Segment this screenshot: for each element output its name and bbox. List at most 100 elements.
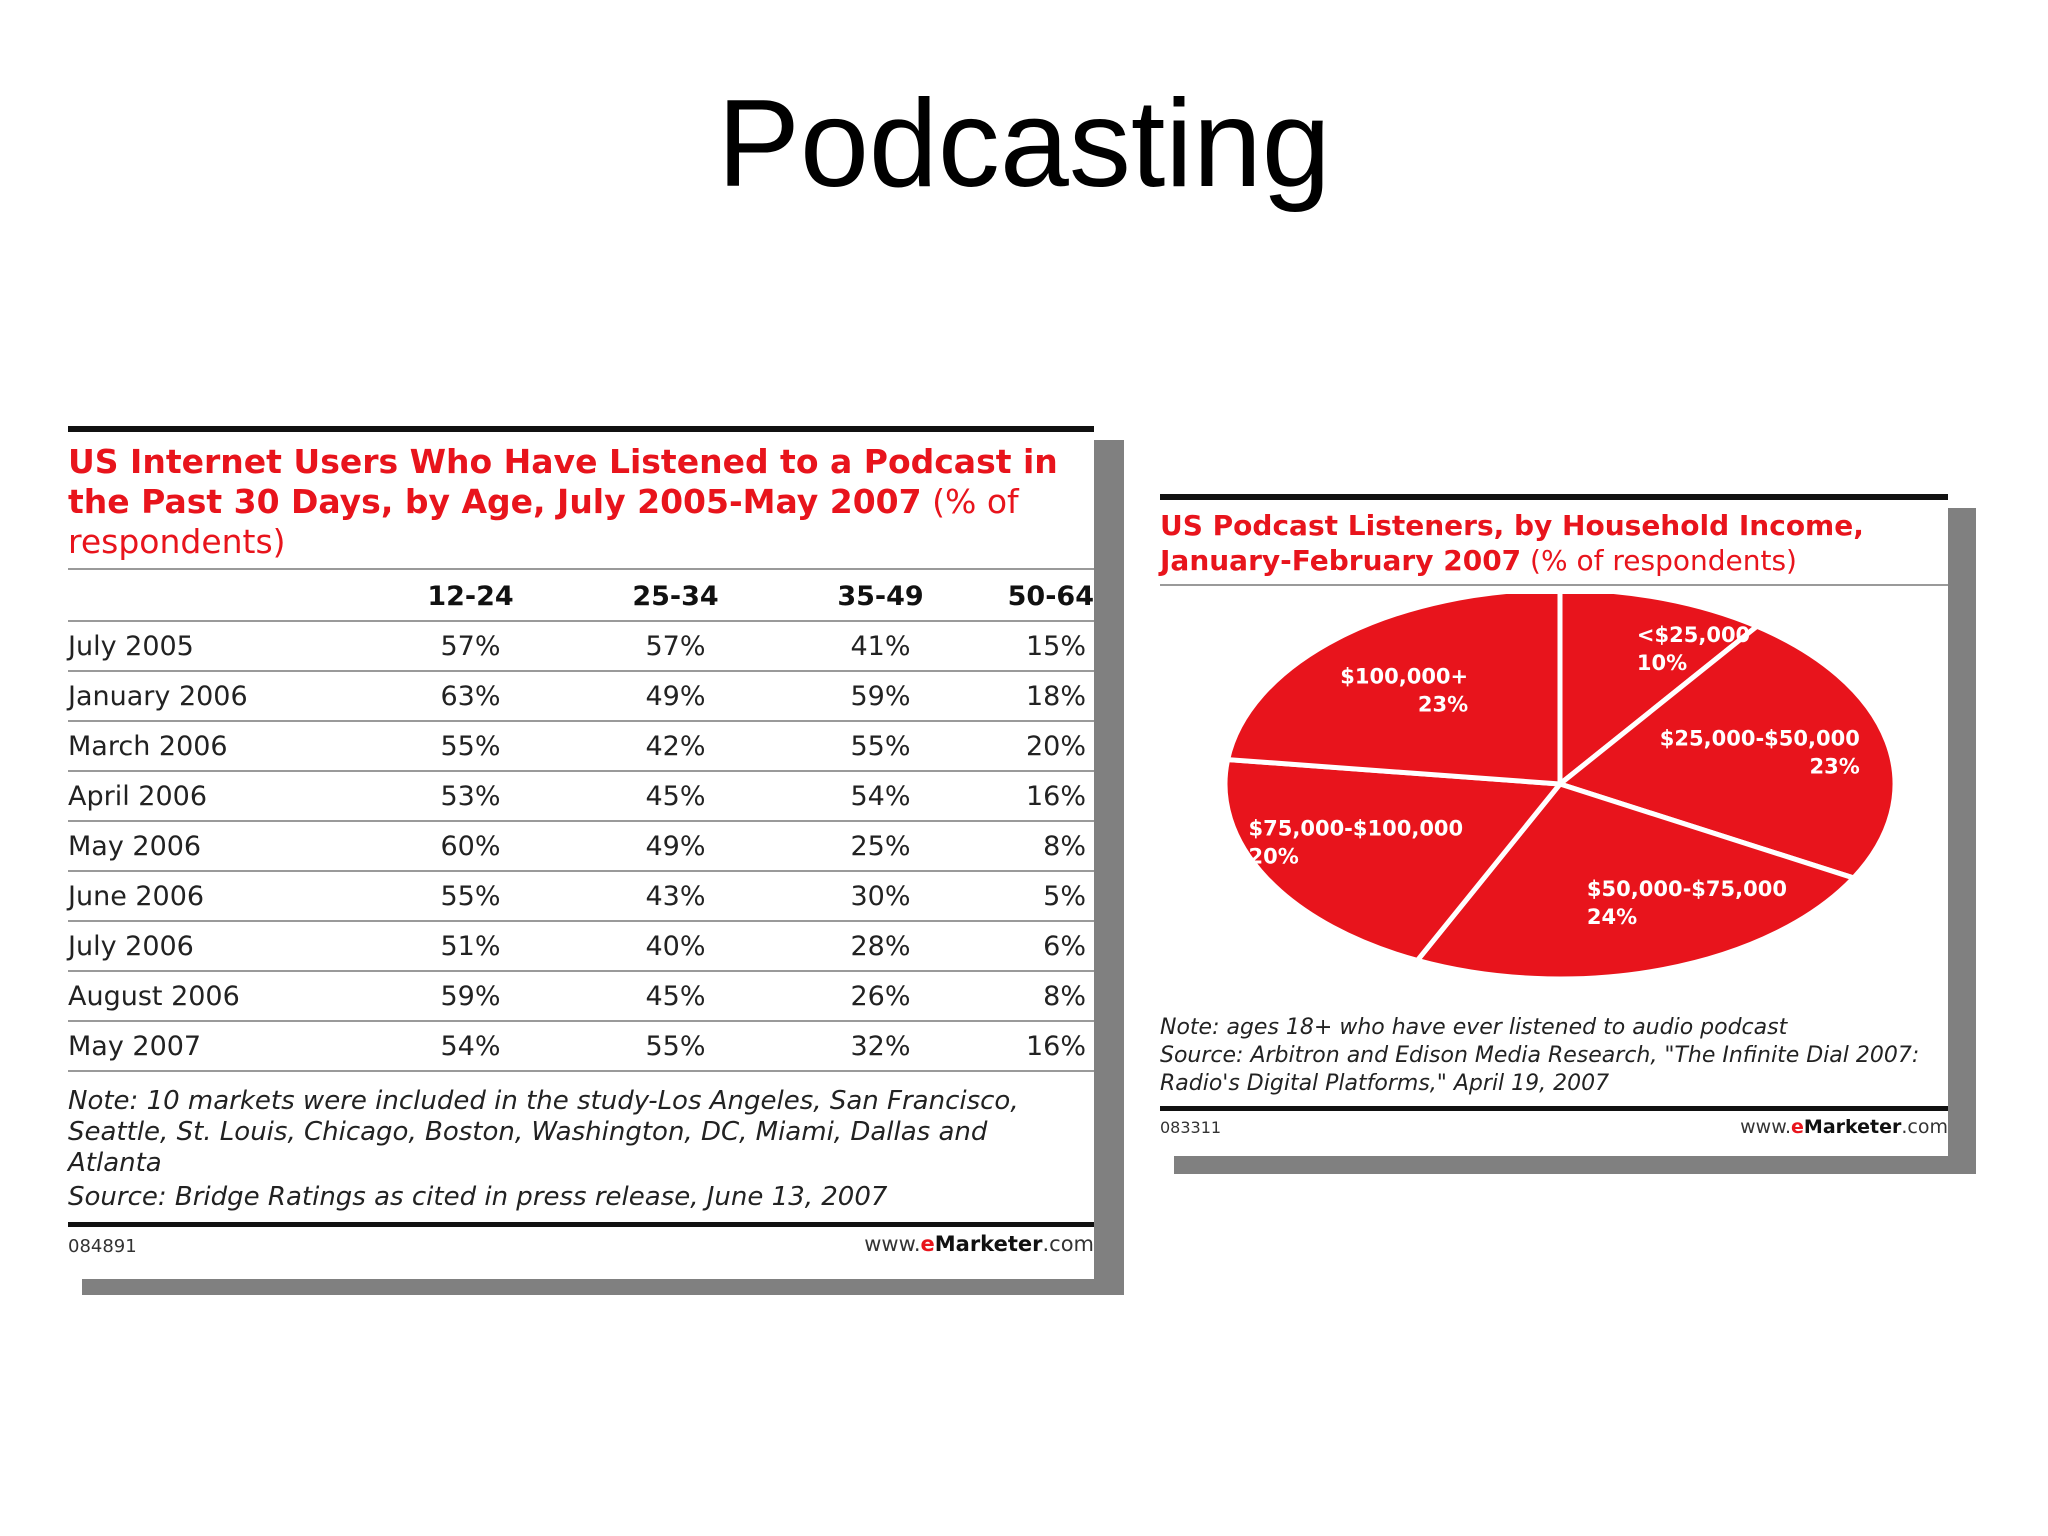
pie-slice <box>1413 781 1859 982</box>
table-row-label: April 2006 <box>68 771 368 822</box>
pie-source: Source: Arbitron and Edison Media Resear… <box>1160 1043 1920 1096</box>
table-row: July 2005 57% 57% 41% 15% <box>68 621 1094 672</box>
table-cell: 63% <box>368 671 573 722</box>
table-title-rule <box>68 568 1094 570</box>
pie-slice-label: $100,000+ <box>1340 665 1468 689</box>
pie-bottom-rule <box>1160 1106 1948 1111</box>
table-top-rule <box>68 426 1094 432</box>
pie-slice-value: 24% <box>1587 905 1637 929</box>
table-row: January 2006 63% 49% 59% 18% <box>68 671 1094 722</box>
table-row-label: July 2006 <box>68 921 368 972</box>
table-cell: 55% <box>778 721 983 772</box>
pie-slice-value: 23% <box>1810 755 1860 779</box>
table-cell: 49% <box>573 671 778 722</box>
table-cell: 54% <box>368 1021 573 1072</box>
table-cell: 59% <box>778 671 983 722</box>
table-cell: 59% <box>368 971 573 1022</box>
pie-slice-label: $25,000-$50,000 <box>1660 727 1860 751</box>
pie-slice-value: 20% <box>1249 845 1299 869</box>
income-pie-chart: <$25,000 10% $25,000-$50,000 23% $50,000-$75… <box>1222 594 1898 982</box>
table-row: August 2006 59% 45% 26% 8% <box>68 971 1094 1022</box>
table-cell: 5% <box>983 871 1094 922</box>
pie-brand-prefix: www. <box>1740 1116 1792 1138</box>
pie-brand-name: Marketer <box>1803 1116 1902 1138</box>
table-cell: 26% <box>778 971 983 1022</box>
slide-title: Podcasting <box>717 75 1331 213</box>
table-cell: 54% <box>778 771 983 822</box>
table-header-12-24: 12-24 <box>368 572 573 622</box>
pie-panel: US Podcast Listeners, by Household Incom… <box>1160 494 1948 1156</box>
table-cell: 6% <box>983 921 1094 972</box>
table-cell: 20% <box>983 721 1094 772</box>
table-cell: 51% <box>368 921 573 972</box>
table-cell: 8% <box>983 821 1094 872</box>
table-cell: 55% <box>368 721 573 772</box>
table-cell: 30% <box>778 871 983 922</box>
age-table-body: July 2005 57% 57% 41% 15% January 2006 63% 49% 5… <box>68 621 1094 1072</box>
pie-chart-title-main: US Podcast Listeners, by Household Incom… <box>1160 509 1864 577</box>
table-header-row: 12-24 25-34 35-49 50-64 <box>68 572 1094 622</box>
table-cell: 57% <box>368 621 573 672</box>
table-cell: 15% <box>983 621 1094 672</box>
table-cell: 8% <box>983 971 1094 1022</box>
table-brand-name: Marketer <box>934 1232 1043 1256</box>
pie-slice-value: 23% <box>1418 693 1468 717</box>
table-header-35-49: 35-49 <box>778 572 983 622</box>
pie-slice-label: <$25,000 <box>1637 623 1750 647</box>
table-brand-prefix: www. <box>864 1232 921 1256</box>
table-cell: 49% <box>573 821 778 872</box>
table-brand-e: e <box>920 1232 935 1256</box>
table-cell: 57% <box>573 621 778 672</box>
table-brand: www.eMarketer.com <box>864 1232 1094 1256</box>
table-header-25-34: 25-34 <box>573 572 778 622</box>
table-row: March 2006 55% 42% 55% 20% <box>68 721 1094 772</box>
table-cell: 32% <box>778 1021 983 1072</box>
table-brand-suffix: .com <box>1042 1232 1094 1256</box>
table-source: Source: Bridge Ratings as cited in press… <box>68 1182 888 1212</box>
table-panel: US Internet Users Who Have Listened to a… <box>68 426 1094 1279</box>
table-note: Note: 10 markets were included in the st… <box>68 1086 1019 1178</box>
pie-chart-title-suffix: (% of respondents) <box>1521 544 1797 577</box>
table-cell: 16% <box>983 1021 1094 1072</box>
table-row-label: July 2005 <box>68 621 368 672</box>
pie-top-rule <box>1160 494 1948 500</box>
table-cell: 55% <box>368 871 573 922</box>
table-row: May 2006 60% 49% 25% 8% <box>68 821 1094 872</box>
table-row-label: May 2006 <box>68 821 368 872</box>
table-cell: 42% <box>573 721 778 772</box>
pie-slice <box>1222 756 1565 964</box>
table-chart-title-main: US Internet Users Who Have Listened to a… <box>68 442 1058 521</box>
table-row-label: March 2006 <box>68 721 368 772</box>
pie-note: Note: ages 18+ who have ever listened to… <box>1160 1015 1788 1040</box>
pie-labels: <$25,000 10% $25,000-$50,000 23% $50,000-$75… <box>1249 623 1860 929</box>
table-cell: 53% <box>368 771 573 822</box>
table-cell: 25% <box>778 821 983 872</box>
table-row: June 2006 55% 43% 30% 5% <box>68 871 1094 922</box>
table-cell: 16% <box>983 771 1094 822</box>
table-row-label: January 2006 <box>68 671 368 722</box>
pie-chart-code: 083311 <box>1160 1118 1222 1137</box>
table-cell: 43% <box>573 871 778 922</box>
table-header-blank <box>68 572 368 622</box>
table-cell: 18% <box>983 671 1094 722</box>
table-row: April 2006 53% 45% 54% 16% <box>68 771 1094 822</box>
pie-title-rule <box>1160 584 1948 586</box>
table-cell: 55% <box>573 1021 778 1072</box>
table-cell: 28% <box>778 921 983 972</box>
table-cell: 40% <box>573 921 778 972</box>
table-bottom-rule <box>68 1222 1094 1227</box>
table-header-50-64: 50-64 <box>983 572 1094 622</box>
table-cell: 45% <box>573 771 778 822</box>
table-row-label: June 2006 <box>68 871 368 922</box>
table-chart-title-suffix: (% of respondents) <box>68 482 1019 561</box>
table-row: July 2006 51% 40% 28% 6% <box>68 921 1094 972</box>
pie-slices <box>1222 594 1898 982</box>
table-cell: 41% <box>778 621 983 672</box>
table-chart-code: 084891 <box>68 1236 137 1257</box>
pie-slice-value: 10% <box>1637 651 1687 675</box>
table-row: May 2007 54% 55% 32% 16% <box>68 1021 1094 1072</box>
pie-brand-e: e <box>1791 1116 1804 1138</box>
pie-brand: www.eMarketer.com <box>1740 1116 1948 1138</box>
pie-slice-label: $75,000-$100,000 <box>1249 817 1464 841</box>
pie-brand-suffix: .com <box>1901 1116 1948 1138</box>
